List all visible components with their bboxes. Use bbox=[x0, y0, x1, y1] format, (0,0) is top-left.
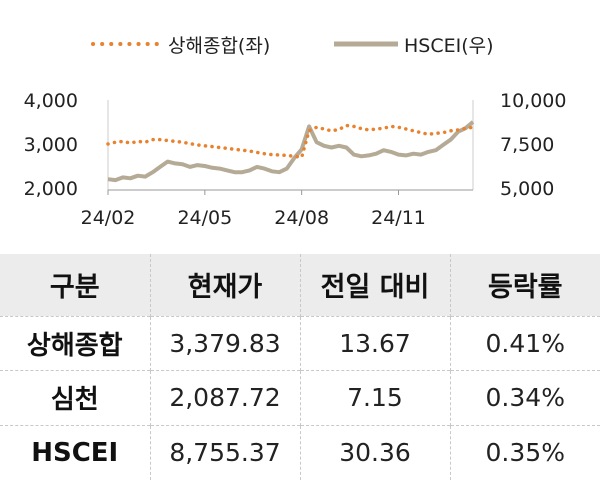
header-price: 현재가 bbox=[150, 254, 301, 316]
header-category: 구분 bbox=[0, 254, 151, 316]
row-name: 상해종합 bbox=[0, 316, 151, 371]
x-tick-label: 24/11 bbox=[371, 207, 426, 229]
table-header-row: 구분 현재가 전일 대비 등락률 bbox=[0, 254, 600, 316]
line-chart: 상해종합(좌) HSCEI(우) 4,000 3,000 2,000 10,000 7… bbox=[24, 35, 567, 229]
y-left-tick-label: 3,000 bbox=[24, 134, 78, 156]
row-price: 8,755.37 bbox=[150, 425, 301, 480]
row-rate: 0.35% bbox=[485, 438, 565, 468]
x-tick-label: 24/05 bbox=[177, 207, 232, 229]
y-right-tick-label: 5,000 bbox=[500, 178, 554, 200]
x-tick-label: 24/08 bbox=[274, 207, 329, 229]
header-change: 전일 대비 bbox=[300, 254, 451, 316]
y-axis-left-ticks: 4,000 3,000 2,000 bbox=[24, 90, 78, 200]
series-line-shanghai bbox=[106, 123, 475, 160]
chart-legend: 상해종합(좌) HSCEI(우) bbox=[91, 35, 494, 57]
legend-label-hscei: HSCEI(우) bbox=[404, 35, 494, 57]
x-axis-ticks: 24/02 24/05 24/08 24/11 bbox=[81, 190, 426, 229]
index-chart: 상해종합(좌) HSCEI(우) 4,000 3,000 2,000 10,000 7… bbox=[24, 35, 567, 229]
series-layer bbox=[106, 120, 475, 183]
y-right-tick-label: 7,500 bbox=[500, 134, 554, 156]
y-left-tick-label: 4,000 bbox=[24, 90, 78, 112]
y-left-tick-label: 2,000 bbox=[24, 178, 78, 200]
row-name: 심천 bbox=[0, 370, 151, 426]
row-change: 7.15 bbox=[300, 370, 451, 426]
table-row: 심천 2,087.72 7.15 0.34% bbox=[0, 370, 600, 426]
y-axis-right-ticks: 10,000 7,500 5,000 bbox=[500, 90, 566, 200]
header-rate: 등락률 bbox=[487, 272, 563, 304]
row-rate: 0.41% bbox=[485, 328, 565, 358]
row-change: 13.67 bbox=[300, 316, 451, 371]
row-price: 3,379.83 bbox=[150, 316, 301, 371]
series-line-hscei bbox=[107, 120, 475, 183]
y-right-tick-label: 10,000 bbox=[500, 90, 566, 112]
row-change: 30.36 bbox=[300, 425, 451, 480]
table-row: 상해종합 3,379.83 13.67 0.41% bbox=[0, 316, 600, 371]
row-rate: 0.34% bbox=[485, 383, 565, 413]
row-name: HSCEI bbox=[0, 425, 151, 480]
x-tick-label: 24/02 bbox=[81, 207, 136, 229]
legend-label-shanghai: 상해종합(좌) bbox=[168, 35, 270, 57]
row-price: 2,087.72 bbox=[150, 370, 301, 426]
table-row: HSCEI 8,755.37 30.36 0.35% bbox=[0, 425, 600, 480]
market-table: 구분 현재가 전일 대비 등락률 상해종합 3,379.83 13.67 0.4… bbox=[0, 254, 600, 480]
